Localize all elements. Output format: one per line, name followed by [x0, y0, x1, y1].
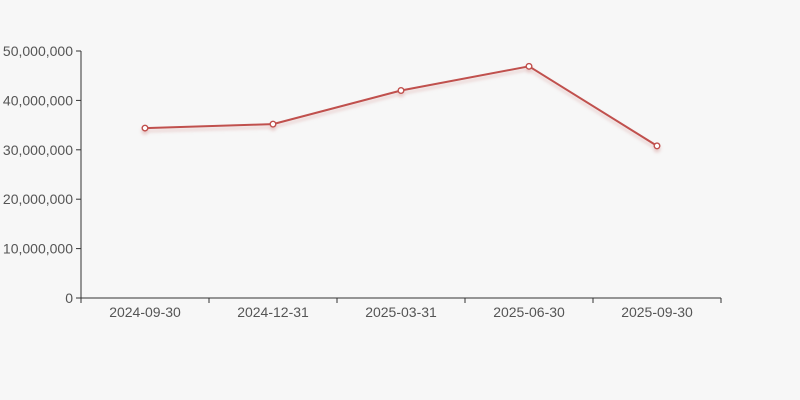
- y-axis-label: 10,000,000: [3, 241, 73, 257]
- x-axis-label: 2024-09-30: [109, 304, 181, 320]
- data-point[interactable]: [141, 124, 149, 132]
- data-point[interactable]: [653, 142, 661, 150]
- series-line: [144, 65, 658, 147]
- data-point[interactable]: [269, 120, 277, 128]
- y-axis-label: 40,000,000: [3, 92, 73, 108]
- x-axis-label: 2025-06-30: [493, 304, 565, 320]
- x-axis-label: 2025-09-30: [621, 304, 693, 320]
- data-point[interactable]: [525, 62, 533, 70]
- x-axis-label: 2025-03-31: [365, 304, 437, 320]
- y-axis-label: 30,000,000: [3, 142, 73, 158]
- series-group: [141, 62, 661, 150]
- x-axis-label: 2024-12-31: [237, 304, 309, 320]
- y-axis-label: 20,000,000: [3, 191, 73, 207]
- data-point[interactable]: [397, 87, 405, 95]
- y-axis-label: 50,000,000: [3, 43, 73, 59]
- y-axis-label: 0: [65, 290, 73, 306]
